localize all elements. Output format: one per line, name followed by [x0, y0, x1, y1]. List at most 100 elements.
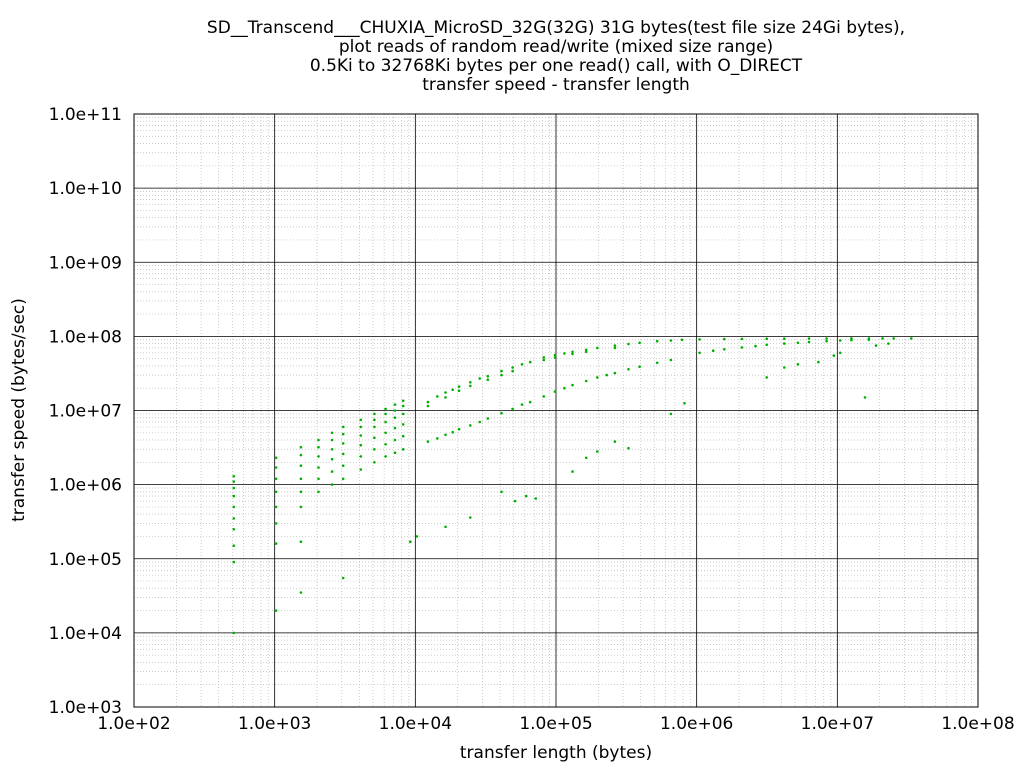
data-point — [393, 451, 397, 455]
data-point — [627, 342, 630, 346]
data-point — [825, 339, 828, 343]
y-tick-label: 1.0e+09 — [49, 253, 122, 273]
data-point — [317, 466, 320, 469]
data-point — [534, 497, 537, 500]
data-point — [232, 631, 236, 635]
data-point — [807, 337, 811, 340]
data-point — [765, 376, 768, 379]
data-point — [867, 337, 871, 340]
data-point — [274, 490, 278, 494]
data-point — [542, 358, 546, 362]
data-point — [838, 339, 842, 342]
data-point — [511, 366, 514, 369]
data-point — [500, 369, 503, 373]
data-point — [613, 371, 617, 375]
x-tick-label: 1.0e+02 — [97, 714, 170, 734]
data-point — [341, 452, 345, 456]
data-point — [232, 544, 236, 547]
data-point — [571, 350, 574, 354]
data-point — [874, 344, 878, 347]
data-point — [613, 344, 617, 347]
data-point — [740, 346, 744, 349]
data-point — [838, 351, 842, 355]
data-point — [341, 432, 345, 436]
x-tick-label: 1.0e+07 — [801, 714, 874, 734]
data-point — [330, 448, 334, 451]
data-point — [655, 361, 659, 365]
data-point — [232, 474, 236, 478]
data-point — [426, 440, 430, 443]
data-point — [783, 342, 786, 345]
data-point — [384, 431, 387, 435]
y-tick-label: 1.0e+07 — [49, 402, 122, 422]
data-point — [638, 341, 641, 345]
data-point — [436, 395, 439, 398]
data-point — [401, 399, 405, 403]
data-point — [796, 363, 800, 366]
data-point — [765, 337, 768, 341]
data-point — [299, 477, 303, 481]
data-point — [274, 609, 278, 612]
data-point — [274, 542, 278, 545]
data-point — [500, 411, 503, 415]
data-point — [373, 418, 376, 422]
data-point — [478, 377, 482, 380]
data-point — [317, 490, 320, 494]
y-axis-label: transfer speed (bytes/sec) — [9, 298, 29, 522]
data-point — [232, 480, 236, 483]
title-line-2: plot reads of random read/write (mixed s… — [339, 37, 773, 57]
data-point — [863, 396, 867, 399]
data-point — [444, 396, 447, 399]
data-point — [524, 494, 528, 498]
data-point — [783, 366, 786, 369]
data-point — [605, 373, 608, 377]
data-point — [584, 456, 588, 460]
data-point — [341, 464, 345, 468]
data-point — [698, 351, 701, 355]
data-point — [542, 356, 546, 359]
data-point — [887, 342, 890, 345]
data-point — [232, 505, 236, 509]
data-point — [817, 360, 820, 364]
data-point — [373, 425, 376, 429]
data-point — [807, 340, 811, 344]
x-tick-label: 1.0e+08 — [941, 714, 1014, 734]
data-point — [571, 383, 574, 387]
data-point — [584, 350, 588, 354]
data-point — [317, 438, 320, 442]
data-point — [401, 423, 405, 426]
data-point — [542, 395, 546, 398]
major-gridlines — [133, 113, 979, 708]
data-point — [910, 337, 913, 340]
data-point — [457, 389, 461, 393]
data-point — [359, 434, 363, 437]
data-point — [754, 344, 757, 348]
data-point — [317, 455, 320, 458]
data-point — [299, 591, 303, 594]
data-point — [520, 363, 524, 366]
data-point — [451, 388, 455, 392]
title-line-1: SD__Transcend___CHUXIA_MicroSD_32G(32G) … — [207, 18, 905, 38]
data-point — [426, 400, 430, 404]
data-point — [444, 525, 447, 529]
data-point — [571, 470, 574, 473]
data-point — [393, 416, 397, 420]
y-tick-label: 1.0e+11 — [49, 105, 122, 125]
data-point — [359, 443, 363, 447]
data-point — [553, 356, 557, 359]
data-point — [627, 446, 630, 450]
data-point — [393, 409, 397, 412]
data-point — [469, 516, 472, 519]
data-point — [783, 337, 786, 341]
data-points — [232, 337, 913, 635]
data-point — [330, 431, 334, 435]
data-point — [330, 438, 334, 442]
data-point — [330, 457, 334, 461]
y-axis-ticks: 1.0e+03 1.0e+04 1.0e+05 1.0e+06 1.0e+07 1.0e+… — [49, 105, 122, 718]
data-point — [299, 540, 303, 543]
data-point — [486, 417, 490, 420]
data-point — [571, 352, 574, 356]
data-point — [669, 339, 673, 342]
x-axis-label: transfer length (bytes) — [460, 743, 652, 763]
